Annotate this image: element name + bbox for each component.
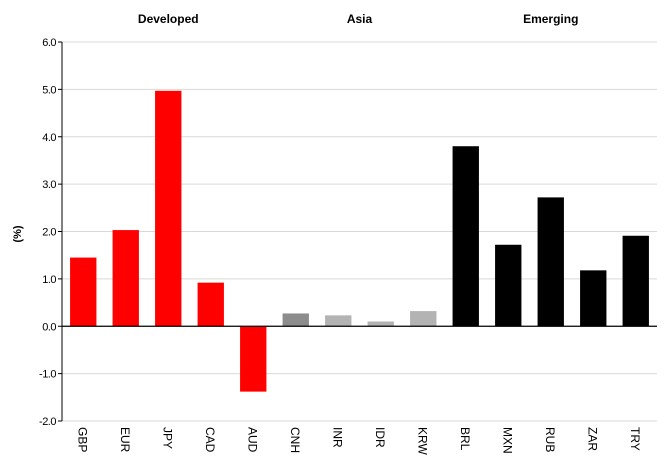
x-tick-label: JPY xyxy=(160,427,174,449)
bar-zar xyxy=(580,270,607,327)
y-tick-labels: 6.0 5.0 4.0 3.0 2.0 1.0 0.0 -1.0 -2.0 xyxy=(39,37,57,428)
group-labels: Developed Asia Emerging xyxy=(138,12,579,26)
axes xyxy=(58,41,657,422)
group-label-developed: Developed xyxy=(138,12,199,26)
y-tick-label: 5.0 xyxy=(42,84,56,96)
y-tick-label: 2.0 xyxy=(42,227,56,239)
bar-eur xyxy=(112,230,139,327)
x-tick-label: INR xyxy=(330,427,344,448)
x-tick-label: TRY xyxy=(628,427,642,451)
bar-aud xyxy=(240,326,267,392)
y-tick-label: 1.0 xyxy=(42,274,56,286)
x-tick-label: IDR xyxy=(373,427,387,448)
y-tick-label: -2.0 xyxy=(39,416,56,428)
y-tick-label: 0.0 xyxy=(42,321,56,333)
bar-jpy xyxy=(155,90,182,327)
bar-cnh xyxy=(282,313,309,327)
bars xyxy=(70,90,649,392)
x-tick-label: BRL xyxy=(458,427,472,451)
x-tick-label: RUB xyxy=(543,427,557,452)
gridlines xyxy=(62,41,657,422)
x-tick-label: CAD xyxy=(203,427,217,453)
bar-idr xyxy=(367,321,394,327)
x-tick-label: MXN xyxy=(500,427,514,454)
bar-mxn xyxy=(495,244,522,327)
group-label-emerging: Emerging xyxy=(523,12,578,26)
bar-gbp xyxy=(70,257,97,327)
y-tick-label: -1.0 xyxy=(39,369,56,381)
x-tick-label: ZAR xyxy=(585,427,599,451)
y-axis-label: (%) xyxy=(12,225,24,242)
group-label-asia: Asia xyxy=(347,12,373,26)
x-tick-labels: GBP EUR JPY CAD AUD CNH INR IDR KRW BRL MXN RUB ZAR T… xyxy=(75,427,642,455)
bar-krw xyxy=(410,311,437,327)
bar-rub xyxy=(537,197,564,327)
x-tick-label: EUR xyxy=(118,427,132,453)
x-tick-label: AUD xyxy=(245,427,259,453)
y-tick-label: 4.0 xyxy=(42,132,56,144)
y-tick-label: 3.0 xyxy=(42,179,56,191)
x-tick-label: KRW xyxy=(415,427,429,455)
bar-inr xyxy=(325,315,352,327)
y-tick-label: 6.0 xyxy=(42,37,56,49)
bar-cad xyxy=(197,282,224,327)
x-tick-label: GBP xyxy=(75,427,89,452)
x-tick-label: CNH xyxy=(288,427,302,453)
bar-brl xyxy=(452,146,479,327)
bar-try xyxy=(622,235,649,327)
